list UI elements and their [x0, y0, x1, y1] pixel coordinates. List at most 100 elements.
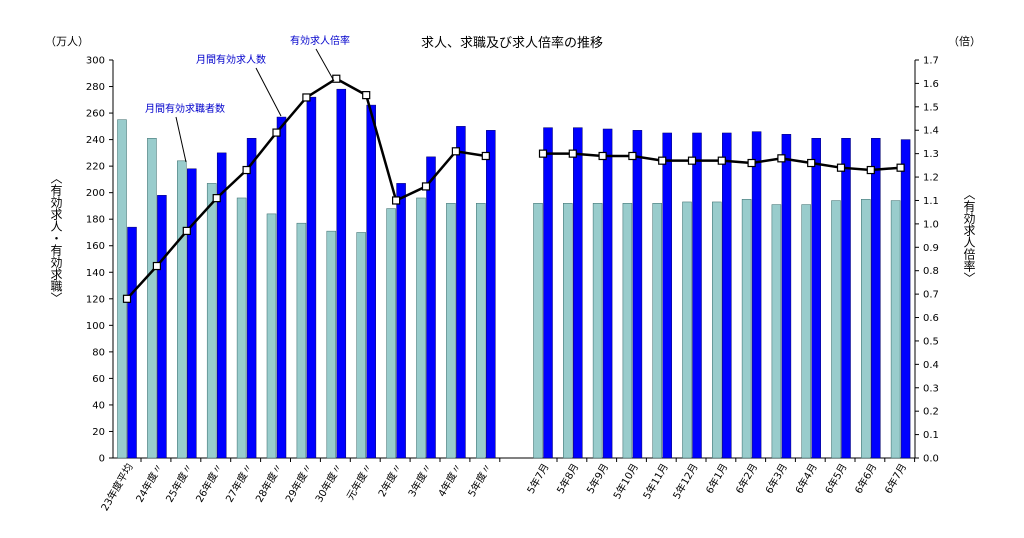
bar-job-seekers — [801, 204, 811, 459]
ratio-point — [122, 294, 132, 303]
ratio-point — [658, 156, 667, 165]
right-tick-label: 0.4 — [923, 360, 939, 371]
right-tick-label: 1.6 — [923, 79, 939, 90]
right-axis-unit: （倍） — [948, 34, 981, 48]
bar-job-openings — [811, 138, 821, 459]
right-tick-label: 1.3 — [923, 149, 939, 160]
bar-job-seekers — [356, 232, 366, 459]
bar-job-seekers — [296, 222, 307, 459]
bar-job-seekers — [890, 200, 901, 459]
bar-job-openings — [781, 134, 792, 459]
bar-job-openings — [543, 127, 553, 459]
bar-job-seekers — [861, 199, 871, 459]
bar-job-openings — [486, 130, 496, 459]
left-axis-label: 〈有効求人・有効求職〉 — [49, 172, 63, 304]
ratio-point — [421, 182, 431, 191]
bar-job-seekers — [533, 203, 543, 459]
bar-job-seekers — [622, 203, 633, 459]
ratio-point — [362, 91, 371, 100]
right-tick-label: 1.0 — [923, 219, 939, 230]
ratio-point — [807, 158, 816, 168]
left-tick-label: 80 — [92, 347, 105, 358]
ratio-point — [272, 128, 281, 137]
bar-job-openings — [157, 195, 167, 459]
annotation-leader-line — [175, 116, 187, 163]
bar-job-seekers — [476, 203, 486, 459]
right-tick-label: 0.6 — [923, 313, 939, 324]
left-tick-label: 140 — [86, 268, 105, 279]
bar-job-openings — [692, 132, 702, 459]
bar-job-seekers — [236, 197, 247, 459]
chart-title: 求人、求職及び求人倍率の推移 — [421, 35, 603, 51]
ratio-point — [866, 165, 875, 175]
bar-job-openings — [871, 138, 881, 459]
ratio-point — [538, 149, 548, 158]
ratio-point — [242, 165, 251, 175]
bar-job-openings — [187, 168, 197, 459]
bar-job-openings — [306, 96, 317, 459]
left-tick-label: 60 — [92, 374, 105, 385]
bar-job-openings — [632, 130, 643, 459]
right-tick-label: 0.7 — [923, 290, 939, 301]
bar-job-openings — [127, 226, 137, 459]
left-tick-label: 100 — [86, 321, 105, 332]
left-tick-label: 240 — [86, 135, 105, 146]
left-tick-label: 40 — [92, 400, 105, 411]
bar-job-seekers — [446, 203, 456, 459]
bar-job-openings — [841, 138, 851, 459]
right-tick-label: 1.5 — [923, 102, 939, 113]
ratio-point — [747, 158, 756, 168]
ratio-point — [332, 74, 341, 83]
right-tick-label: 1.2 — [923, 173, 939, 184]
bar-job-seekers — [326, 230, 337, 459]
bar-job-openings — [456, 126, 466, 459]
ratio-point — [392, 196, 401, 205]
left-axis-unit: （万人） — [45, 35, 89, 48]
ratio-point — [717, 156, 726, 165]
bar-job-seekers — [831, 200, 841, 459]
series-annotation: 有効求人倍率 — [290, 34, 350, 47]
bar-job-openings — [276, 116, 287, 459]
left-tick-label: 160 — [86, 241, 105, 252]
bar-job-seekers — [206, 183, 217, 459]
left-tick-label: 260 — [86, 109, 105, 120]
ratio-point — [568, 149, 577, 158]
left-tick-label: 220 — [86, 162, 105, 173]
bar-job-openings — [216, 152, 227, 459]
bar-job-openings — [602, 128, 613, 459]
left-tick-label: 200 — [86, 188, 105, 199]
left-tick-label: 0 — [99, 454, 105, 465]
bar-job-seekers — [117, 119, 127, 459]
ratio-point — [777, 154, 786, 163]
ratio-point — [481, 151, 490, 161]
bar-job-seekers — [386, 208, 396, 459]
right-tick-label: 0.0 — [923, 454, 939, 465]
left-tick-label: 120 — [86, 294, 105, 305]
bar-job-openings — [722, 132, 732, 459]
ratio-point — [152, 261, 161, 271]
bar-job-seekers — [563, 203, 573, 459]
left-tick-label: 300 — [86, 56, 105, 67]
right-tick-label: 0.3 — [923, 383, 939, 394]
bar-job-openings — [366, 104, 376, 459]
bar-job-openings — [246, 138, 257, 459]
bar-job-seekers — [147, 138, 157, 459]
right-tick-label: 0.2 — [923, 407, 939, 418]
left-tick-label: 180 — [86, 215, 105, 226]
bar-job-seekers — [712, 201, 722, 459]
bar-job-seekers — [416, 197, 426, 459]
ratio-point — [182, 226, 191, 236]
bar-job-seekers — [652, 203, 662, 459]
bar-job-seekers — [682, 201, 692, 459]
bar-job-seekers — [177, 160, 187, 459]
ratio-point — [598, 151, 607, 161]
ratio-point — [687, 156, 697, 165]
bar-job-openings — [662, 132, 672, 459]
bar-job-openings — [426, 156, 436, 459]
right-tick-label: 1.7 — [923, 56, 939, 67]
right-tick-label: 0.5 — [923, 336, 939, 347]
ratio-point — [836, 163, 846, 172]
ratio-point — [896, 163, 905, 172]
bar-job-seekers — [592, 203, 603, 459]
